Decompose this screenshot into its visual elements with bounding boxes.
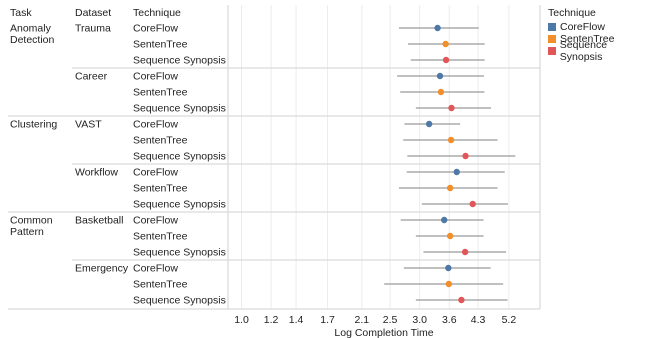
mean-dot-basketball-sententree xyxy=(446,232,454,240)
x-tick-label: 4.3 xyxy=(471,314,486,326)
x-tick-label: 3.0 xyxy=(412,314,427,326)
mean-dot-emergency-sequence-synopsis xyxy=(458,296,465,304)
x-tick-label: 5.2 xyxy=(502,314,517,326)
legend-swatch-sententree xyxy=(548,35,556,43)
mean-dot-vast-sententree xyxy=(447,136,455,144)
technique-label: Sequence Synopsis xyxy=(133,295,226,307)
x-tick-label: 1.0 xyxy=(234,314,249,326)
technique-label: Sequence Synopsis xyxy=(133,55,226,67)
technique-label: SentenTree xyxy=(133,135,188,147)
legend-item-sequence-synopsis: Sequence Synopsis xyxy=(548,39,650,63)
technique-label: CoreFlow xyxy=(133,263,178,275)
mean-dot-vast-sequence-synopsis xyxy=(462,152,469,160)
dataset-label-career: Career xyxy=(75,71,108,83)
task-label-anomaly-detection: Detection xyxy=(10,34,55,46)
technique-label: CoreFlow xyxy=(133,215,178,227)
legend-item-coreflow: CoreFlow xyxy=(548,21,650,33)
header-task: Task xyxy=(10,7,32,19)
mean-dot-vast-coreflow xyxy=(425,120,433,128)
x-tick-label: 1.4 xyxy=(289,314,304,326)
x-tick-label: 3.6 xyxy=(442,314,457,326)
legend-swatch-sequence-synopsis xyxy=(548,47,556,55)
x-tick-label: 2.5 xyxy=(383,314,398,326)
task-label-anomaly-detection: Anomaly xyxy=(10,23,52,35)
mean-dot-workflow-coreflow xyxy=(453,168,460,176)
legend: Technique CoreFlow SentenTree Sequence S… xyxy=(548,7,650,63)
x-tick-label: 2.1 xyxy=(355,314,370,326)
legend-item-sententree: SentenTree xyxy=(548,33,650,45)
technique-label: SentenTree xyxy=(133,183,188,195)
dataset-label-trauma: Trauma xyxy=(75,23,111,35)
task-label-clustering: Clustering xyxy=(10,119,57,131)
mean-dot-workflow-sequence-synopsis xyxy=(469,200,476,208)
header-technique: Technique xyxy=(133,7,181,19)
x-tick-label: 1.2 xyxy=(264,314,279,326)
dataset-label-workflow: Workflow xyxy=(75,167,118,179)
technique-label: SentenTree xyxy=(133,279,188,291)
technique-label: Sequence Synopsis xyxy=(133,103,226,115)
technique-label: CoreFlow xyxy=(133,119,178,131)
technique-label: CoreFlow xyxy=(133,71,178,83)
technique-label: SentenTree xyxy=(133,39,188,51)
technique-label: Sequence Synopsis xyxy=(133,151,226,163)
mean-dot-career-coreflow xyxy=(436,72,444,80)
legend-label-sequence-synopsis: Sequence Synopsis xyxy=(559,39,608,63)
technique-label: SentenTree xyxy=(133,87,188,99)
mean-dot-trauma-sequence-synopsis xyxy=(442,56,450,64)
x-axis-title: Log Completion Time xyxy=(334,327,433,338)
mean-dot-basketball-coreflow xyxy=(441,216,448,224)
header-dataset: Dataset xyxy=(75,7,111,19)
technique-label: Sequence Synopsis xyxy=(133,199,226,211)
mean-dot-emergency-coreflow xyxy=(445,264,452,272)
technique-label: CoreFlow xyxy=(133,167,178,179)
mean-dot-workflow-sententree xyxy=(446,184,454,192)
mean-dot-trauma-sententree xyxy=(442,40,449,48)
mean-dot-career-sententree xyxy=(437,88,445,96)
mean-dot-trauma-coreflow xyxy=(434,24,441,32)
legend-title: Technique xyxy=(548,7,596,19)
x-tick-label: 1.7 xyxy=(320,314,335,326)
technique-label: Sequence Synopsis xyxy=(133,247,226,259)
mean-dot-basketball-sequence-synopsis xyxy=(461,248,469,256)
dataset-label-emergency: Emergency xyxy=(75,263,129,275)
mean-dot-emergency-sententree xyxy=(445,280,452,288)
task-label-common-pattern: Pattern xyxy=(10,226,44,238)
dataset-label-vast: VAST xyxy=(75,119,102,131)
legend-swatch-coreflow xyxy=(548,23,556,31)
technique-label: CoreFlow xyxy=(133,23,178,35)
dataset-label-basketball: Basketball xyxy=(75,215,123,227)
task-label-common-pattern: Common xyxy=(10,215,53,227)
mean-dot-career-sequence-synopsis xyxy=(448,104,455,112)
legend-label-coreflow: CoreFlow xyxy=(560,21,605,33)
technique-label: SentenTree xyxy=(133,231,188,243)
legend-label-sententree: SentenTree xyxy=(560,33,615,45)
